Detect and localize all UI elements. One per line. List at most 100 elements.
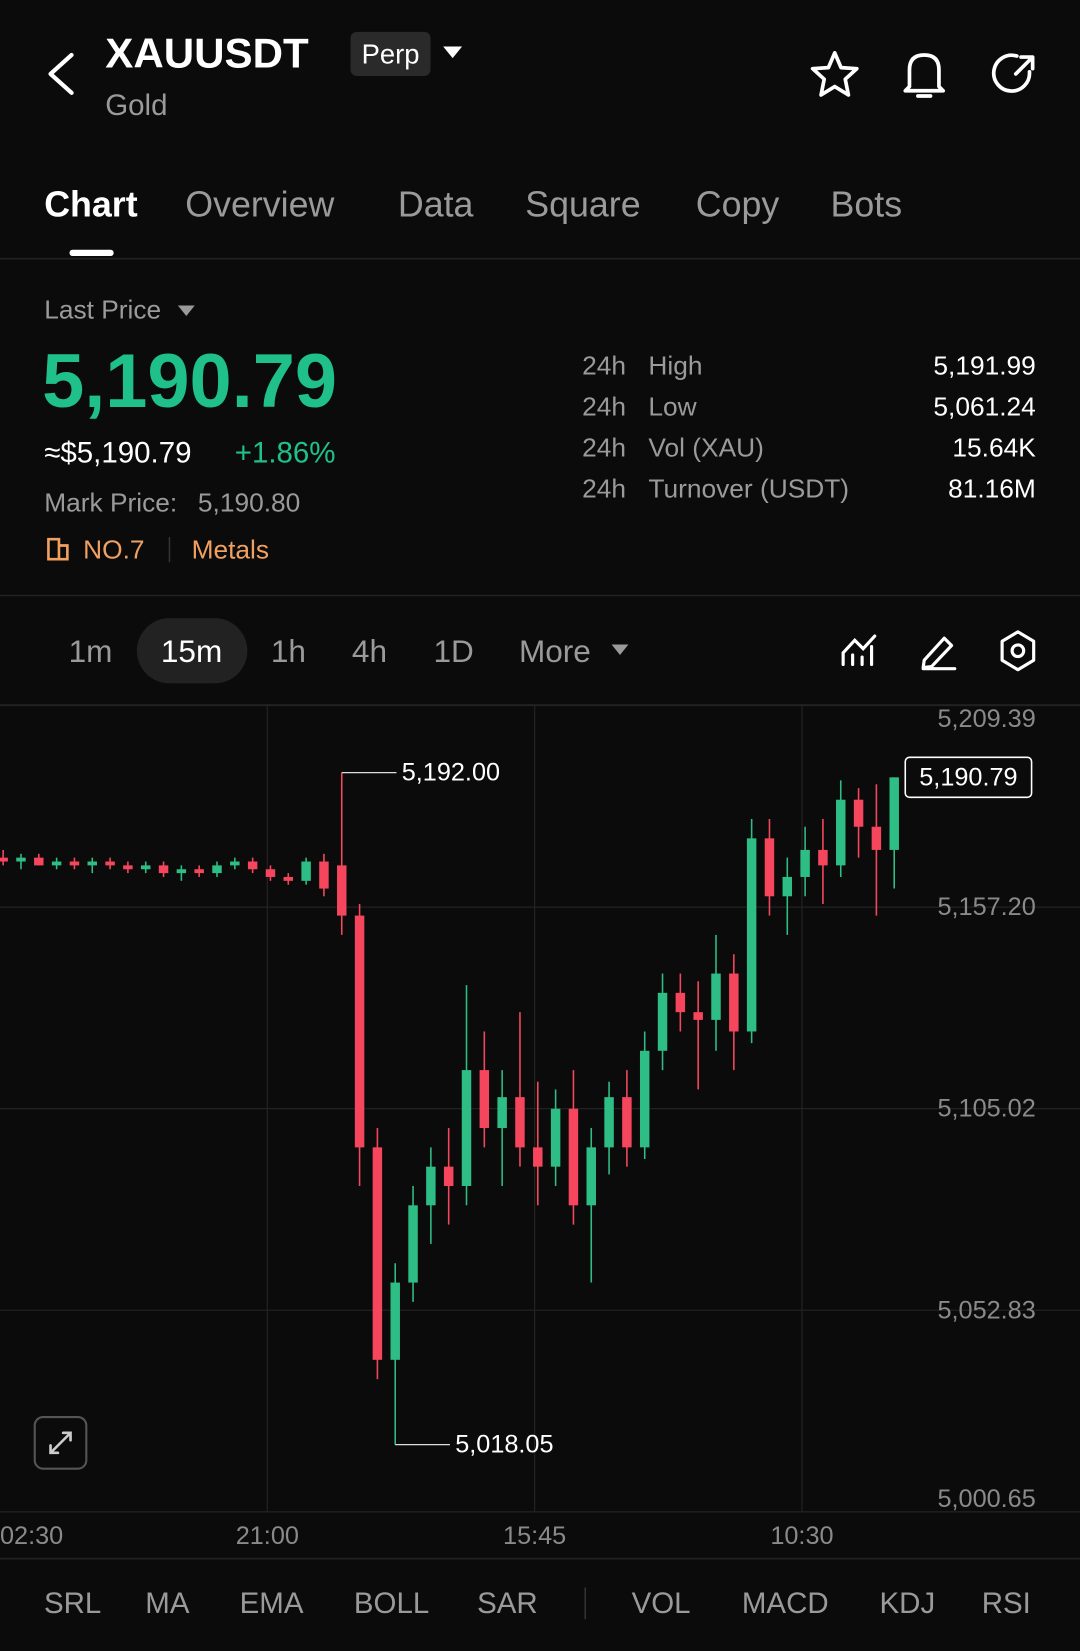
candle-body bbox=[319, 861, 329, 889]
settings-icon[interactable] bbox=[1000, 630, 1036, 672]
candle-body bbox=[800, 849, 810, 877]
fullscreen-icon[interactable] bbox=[49, 1431, 72, 1455]
candle-body bbox=[515, 1097, 525, 1148]
tab[interactable]: Square bbox=[525, 184, 640, 224]
back-button[interactable] bbox=[48, 52, 74, 95]
candle-body bbox=[354, 915, 365, 1148]
tab[interactable]: Overview bbox=[185, 184, 334, 224]
candle-body bbox=[764, 838, 775, 897]
candle-body bbox=[0, 857, 8, 862]
tab-bar: Chart Overview Data Square Copy Bots bbox=[44, 184, 902, 224]
interval-dropdown[interactable] bbox=[611, 644, 629, 655]
stat-label: High bbox=[648, 351, 702, 381]
interval[interactable]: 1h bbox=[271, 633, 306, 669]
candle-body bbox=[247, 861, 258, 870]
draw-icon[interactable] bbox=[921, 636, 957, 671]
last-price: 5,190.79 bbox=[42, 339, 337, 424]
x-tick-label: 21:00 bbox=[236, 1522, 299, 1550]
fullscreen-button[interactable] bbox=[33, 1416, 88, 1470]
tab[interactable]: Copy bbox=[696, 184, 780, 224]
candle-body bbox=[479, 1070, 490, 1129]
price-tag-box bbox=[904, 756, 1033, 799]
badge-bg[interactable] bbox=[350, 31, 431, 77]
settings-icon-center[interactable] bbox=[1010, 643, 1026, 659]
candle-body bbox=[176, 869, 187, 874]
stat-label: Low bbox=[648, 392, 697, 422]
interval[interactable]: 4h bbox=[352, 633, 387, 669]
candle-body bbox=[550, 1108, 561, 1167]
stat-value: 15.64K bbox=[952, 433, 1036, 463]
candle-body bbox=[853, 799, 864, 827]
indicator[interactable]: MA bbox=[145, 1587, 190, 1620]
share-icon[interactable] bbox=[991, 53, 1035, 93]
x-tick-label: 10:30 bbox=[770, 1522, 833, 1550]
candle-body bbox=[390, 1282, 400, 1360]
tab[interactable]: Chart bbox=[44, 184, 137, 224]
y-tick-label: 5,105.02 bbox=[937, 1095, 1035, 1123]
stat-period: 24h bbox=[582, 392, 626, 422]
interval[interactable]: 1m bbox=[69, 633, 113, 669]
candle-body bbox=[836, 799, 846, 866]
alert-icon[interactable] bbox=[903, 53, 945, 98]
tab-indicator bbox=[69, 249, 114, 257]
sector[interactable]: Metals bbox=[192, 535, 269, 565]
tab[interactable]: Bots bbox=[831, 184, 903, 224]
candle-body bbox=[639, 1050, 650, 1148]
price-type[interactable]: Last Price bbox=[44, 295, 161, 325]
indicator[interactable]: BOLL bbox=[354, 1587, 429, 1620]
rank-icon bbox=[47, 537, 69, 561]
indicator-icon[interactable] bbox=[841, 634, 877, 667]
dropdown-icon[interactable] bbox=[443, 46, 463, 59]
price-change: +1.86% bbox=[235, 436, 336, 469]
candle-body bbox=[443, 1166, 454, 1186]
usd-price: ≈$5,190.79 bbox=[44, 436, 191, 469]
favorite-icon[interactable] bbox=[810, 51, 859, 97]
candle-body bbox=[16, 857, 26, 862]
candle-body bbox=[657, 992, 668, 1051]
indicator[interactable]: RSI bbox=[982, 1587, 1031, 1620]
tab[interactable]: Data bbox=[398, 184, 474, 224]
candle-body bbox=[622, 1097, 632, 1148]
y-tick-label: 5,157.20 bbox=[937, 893, 1035, 921]
badge[interactable]: Perp bbox=[362, 38, 420, 69]
candle-body bbox=[105, 861, 115, 866]
high-marker-label: 5,192.00 bbox=[402, 759, 500, 787]
candle-body bbox=[301, 861, 311, 881]
y-tick-label: 5,209.39 bbox=[937, 705, 1035, 733]
indicator[interactable]: VOL bbox=[632, 1587, 691, 1620]
stat-value: 5,061.24 bbox=[933, 392, 1035, 422]
candle-body bbox=[889, 777, 899, 850]
indicator[interactable]: KDJ bbox=[880, 1587, 936, 1620]
indicator[interactable]: SAR bbox=[477, 1587, 538, 1620]
y-tick-label: 5,052.83 bbox=[937, 1296, 1035, 1324]
interval[interactable]: More bbox=[519, 633, 591, 669]
indicator[interactable]: SRL bbox=[44, 1587, 101, 1620]
stats-panel: 24h High 5,191.99 24h Low 5,061.24 24h Vol (XAU… bbox=[582, 351, 1036, 504]
indicator[interactable]: EMA bbox=[240, 1587, 304, 1620]
candlestick-chart: 02:30 21:00 15:45 10:30 5,209.39 5,157.20 5,10… bbox=[0, 704, 1080, 1550]
x-tick-label: 15:45 bbox=[503, 1522, 566, 1550]
stat-period: 24h bbox=[582, 351, 626, 381]
indicator[interactable]: MACD bbox=[742, 1587, 829, 1620]
candle-body bbox=[51, 861, 62, 866]
candle-body bbox=[265, 869, 276, 877]
candle-body bbox=[337, 865, 347, 916]
interval[interactable]: 1D bbox=[434, 633, 474, 669]
interval-bar: 1m 15m 1h 4h 1D More bbox=[69, 633, 629, 669]
price-type-dropdown[interactable] bbox=[177, 305, 195, 317]
candle-body bbox=[871, 826, 882, 850]
x-tick-label: 02:30 bbox=[0, 1522, 63, 1550]
candle-body bbox=[729, 973, 739, 1032]
candle-body bbox=[34, 857, 44, 866]
interval[interactable]: 15m bbox=[161, 633, 222, 669]
candle-body bbox=[782, 876, 793, 897]
candle-body bbox=[194, 869, 204, 874]
rank[interactable]: NO.7 bbox=[83, 535, 144, 565]
candle-body bbox=[158, 865, 169, 874]
interval-selected-bg bbox=[136, 618, 248, 684]
candle-body bbox=[283, 876, 294, 881]
candle-body bbox=[123, 865, 133, 870]
